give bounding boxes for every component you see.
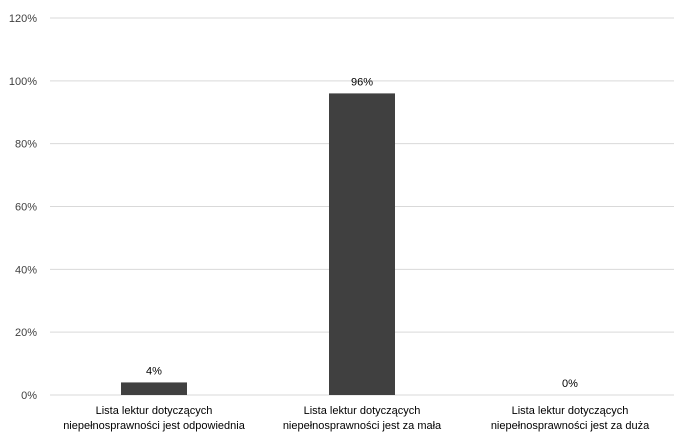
bar: [329, 93, 395, 396]
y-tick-label: 80%: [15, 139, 37, 151]
category-label: Lista lektur dotyczących niepełnosprawnoś…: [63, 405, 246, 432]
y-tick-label: 20%: [15, 327, 37, 339]
category-label: Lista lektur dotyczących niepełnosprawnoś…: [283, 405, 442, 432]
y-tick-label: 40%: [15, 264, 37, 276]
y-tick-label: 120%: [9, 13, 37, 25]
bar: [121, 382, 187, 395]
bars: [121, 93, 395, 396]
y-tick-label: 60%: [15, 202, 37, 214]
x-axis-category-labels: Lista lektur dotyczących niepełnosprawnoś…: [63, 405, 650, 432]
y-tick-label: 0%: [21, 390, 37, 402]
data-labels: 4% 96% 0%: [146, 76, 578, 390]
data-label: 96%: [351, 76, 373, 88]
y-axis-tick-labels: 0% 20% 40% 60% 80% 100% 120%: [9, 13, 37, 402]
y-tick-label: 100%: [9, 76, 37, 88]
category-label: Lista lektur dotyczących niepełnosprawnoś…: [491, 405, 650, 432]
data-label: 0%: [562, 378, 578, 390]
data-label: 4%: [146, 365, 162, 377]
